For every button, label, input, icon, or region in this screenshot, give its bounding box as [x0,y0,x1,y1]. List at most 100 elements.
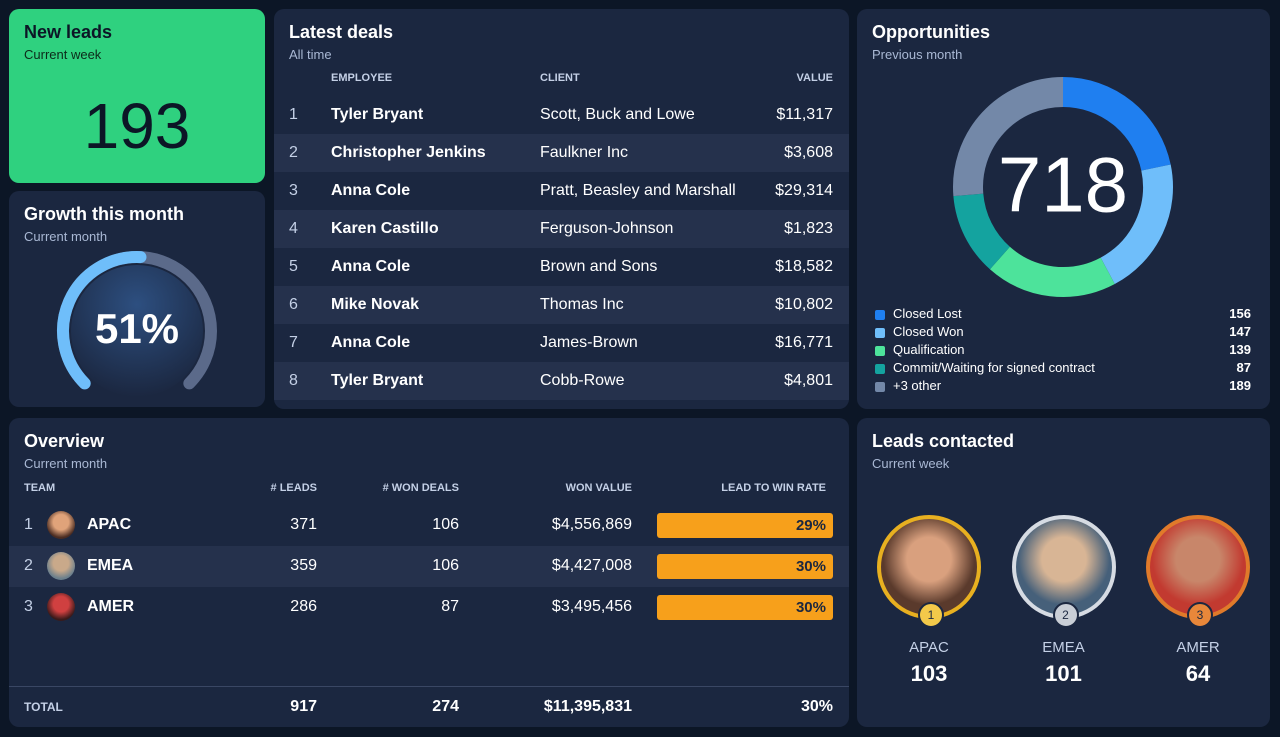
subtitle: Previous month [872,47,963,62]
donut-total: 718 [998,141,1128,229]
team: EMEA [87,557,134,574]
divider [9,686,849,687]
client: Faulkner Inc [540,144,629,161]
gauge-face [71,265,203,397]
leads-value: 64 [1185,661,1211,686]
rank: 5 [289,258,298,275]
column-header: # LEADS [270,482,317,494]
value: $1,823 [784,220,833,237]
deal-row: 3 Anna Cole Pratt, Beasley and Marshall $29… [274,172,849,210]
employee: Anna Cole [331,334,411,351]
title: Latest deals [289,22,394,42]
won-deals: 87 [441,598,459,615]
column-header: TEAM [24,482,56,494]
title: Overview [24,431,105,451]
won-value: $4,556,869 [551,516,632,533]
legend-value: 189 [1229,378,1251,393]
employee: Tyler Bryant [331,372,424,389]
donut: 718 [953,77,1173,297]
team: EMEA [1042,639,1085,656]
value: 193 [83,90,191,162]
leads: 286 [290,598,317,615]
rank: 6 [289,296,298,313]
gauge-label: 51% [95,305,179,352]
legend-value: 139 [1229,342,1251,357]
rank: 7 [289,334,298,351]
client: Scott, Buck and Lowe [540,106,695,123]
won-value: $4,427,008 [551,557,632,574]
rate: 29% [795,517,826,534]
column-header: VALUE [796,72,833,84]
value: $11,317 [776,106,833,123]
value: $29,314 [775,182,833,199]
subtitle: Current month [24,456,108,471]
avatar [47,511,75,539]
rank-badge: 1 [918,602,944,628]
rank: 3 [1196,608,1204,622]
deal-row: 8 Tyler Bryant Cobb-Rowe $4,801 [274,362,849,400]
total-label: TOTAL [24,700,63,714]
legend-value: 156 [1229,306,1251,321]
rank: 3 [24,598,33,615]
gauge-value [57,251,147,390]
deal-row: 2 Christopher Jenkins Faulkner Inc $3,608 [274,134,849,172]
team: AMER [1176,639,1220,656]
legend-label: Closed Lost [893,306,962,321]
rank: 8 [289,372,298,389]
legend-value: 147 [1229,324,1251,339]
legend-swatch [875,310,885,320]
avatar [877,515,981,619]
client: Ferguson-Johnson [540,220,674,237]
value: $4,801 [784,372,833,389]
title: Growth this month [24,204,184,224]
avatar [1146,515,1250,619]
donut-segment [1100,164,1173,285]
leads-value: 103 [910,661,948,686]
avatar [47,593,75,621]
rate: 30% [795,599,826,616]
rate-bar: 30% [657,554,833,579]
legend-swatch [875,364,885,374]
team-row: 3 AMER 286 87 $3,495,456 30% [9,587,849,628]
team: APAC [909,639,949,656]
deal-row: 4 Karen Castillo Ferguson-Johnson $1,823 [274,210,849,248]
title: Opportunities [872,22,990,42]
title: Leads contacted [872,431,1015,451]
total-leads: 917 [290,698,317,715]
team-row: 1 APAC 371 106 $4,556,869 29% [9,505,849,546]
column-header: WON VALUE [565,482,632,494]
subtitle: Current week [24,47,102,62]
legend-label: Qualification [893,342,965,357]
client: Pratt, Beasley and Marshall [540,182,736,199]
column-header: CLIENT [540,72,580,84]
total-won-deals: 274 [432,698,459,715]
leads-contacted-card: Leads contacted Current week 1 APAC 103 2 EM… [857,418,1270,727]
overview-card: Overview Current month TEAM # LEADS # WON … [9,418,849,727]
legend-label: +3 other [893,378,942,393]
value: $18,582 [775,258,833,275]
won-deals: 106 [432,516,459,533]
rank-badge: 3 [1187,602,1213,628]
rank: 2 [24,557,33,574]
total-rate: 30% [800,698,833,715]
title: New leads [24,22,113,42]
column-header: # WON DEALS [382,482,459,494]
value: $3,608 [784,144,833,161]
deal-row: 5 Anna Cole Brown and Sons $18,582 [274,248,849,286]
rate-bar: 29% [657,513,833,538]
employee: Anna Cole [331,258,411,275]
rank: 3 [289,182,298,199]
rank: 4 [289,220,298,237]
leads-value: 101 [1045,661,1082,686]
rate: 30% [795,558,826,575]
donut-segment [989,246,1115,297]
client: James-Brown [540,334,638,351]
new-leads-card: New leads Current week 193 [9,9,265,183]
opportunities-card: Opportunities Previous month 718 Closed … [857,9,1270,409]
legend-value: 87 [1236,360,1251,375]
legend-label: Closed Won [893,324,964,339]
column-header: EMPLOYEE [331,72,393,84]
leads: 359 [290,557,317,574]
won-value: $3,495,456 [551,598,632,615]
latest-deals-card: Latest deals All time EMPLOYEE CLIENT VALU… [274,9,849,409]
